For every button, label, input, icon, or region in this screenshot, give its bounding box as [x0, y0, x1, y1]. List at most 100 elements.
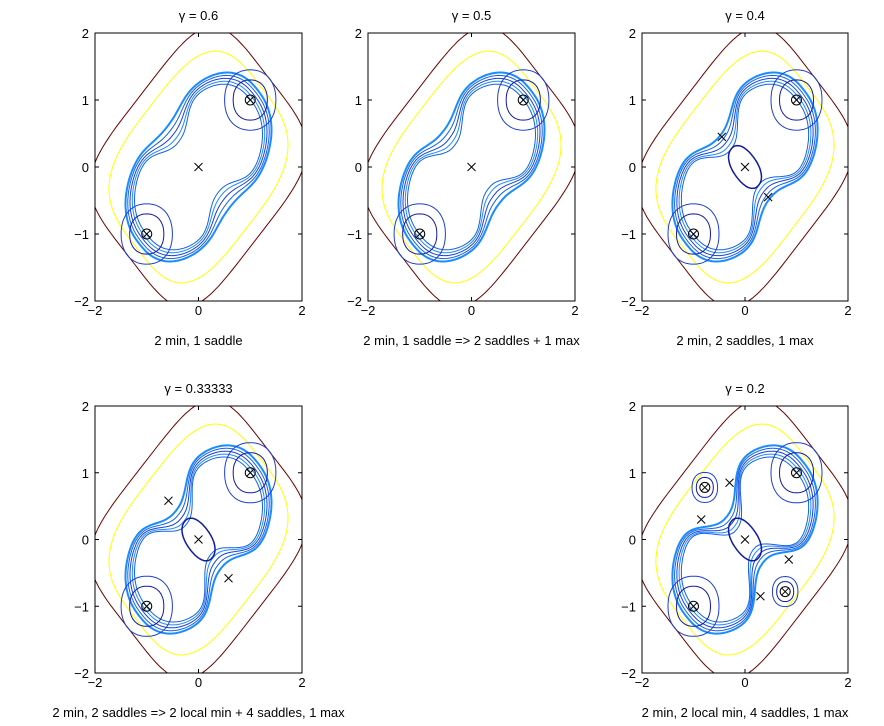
contour-min-loop — [129, 585, 165, 627]
contour-min-loop — [232, 452, 268, 494]
x-tick-label: 2 — [298, 303, 305, 318]
contour-min-loop — [667, 203, 720, 265]
contour-min-loop — [691, 471, 719, 504]
minimum-marker-cross — [246, 468, 255, 477]
panel-title: γ = 0.2 — [725, 381, 764, 396]
y-tick-label: 0 — [355, 160, 362, 175]
panel-caption: 2 min, 2 local min, 4 saddles, 1 max — [642, 705, 849, 720]
x-tick-label: 0 — [195, 303, 202, 318]
y-tick-label: 2 — [629, 26, 636, 41]
contour-group — [95, 33, 302, 301]
contour-level — [676, 450, 814, 629]
contour-level — [676, 77, 814, 257]
minimum-marker-cross — [689, 230, 698, 238]
minimum-marker — [244, 467, 256, 479]
y-tick-label: 0 — [629, 533, 636, 548]
y-tick-label: 2 — [355, 26, 362, 41]
contour-min-loop — [771, 575, 799, 608]
saddle-marker — [164, 496, 173, 506]
contour-group — [95, 406, 302, 673]
x-tick-label: 0 — [741, 303, 748, 318]
contour-level — [129, 77, 268, 257]
minimum-marker — [141, 600, 153, 612]
y-tick-label: −2 — [74, 666, 89, 681]
saddle-marker — [467, 162, 476, 172]
saddle-marker — [194, 162, 203, 172]
y-tick-label: 0 — [629, 160, 636, 175]
contour-min-loop — [393, 203, 446, 265]
y-tick-label: 0 — [82, 533, 89, 548]
contour-level — [671, 444, 819, 635]
contour-level — [127, 447, 270, 632]
contour-min-loop — [497, 69, 550, 131]
contour-level — [124, 71, 273, 263]
x-tick-label: −2 — [88, 675, 103, 690]
minimum-marker — [791, 467, 802, 479]
contour-group — [642, 406, 848, 673]
y-tick-label: 0 — [82, 160, 89, 175]
contour-min-loop — [129, 213, 165, 255]
minimum-marker-cross — [781, 587, 790, 596]
minimum-marker-cross — [142, 602, 151, 611]
minimum-marker-cross — [792, 468, 801, 477]
contour-yellow — [655, 423, 835, 656]
contour-min-loop — [667, 575, 720, 637]
y-tick-label: −2 — [74, 294, 89, 309]
y-tick-label: −1 — [74, 599, 89, 614]
y-tick-label: 1 — [629, 93, 636, 108]
x-tick-label: −2 — [635, 675, 650, 690]
panel-title: γ = 0.5 — [452, 8, 491, 23]
contour-level — [400, 74, 543, 260]
panel-1: −2 0 2 2 1 0 −1 −2 γ = 0.6 2 min, 1 saddle — [74, 8, 305, 348]
saddle-marker — [756, 591, 765, 601]
contour-level — [127, 74, 270, 260]
panel-caption: 2 min, 2 saddles => 2 local min + 4 sadd… — [52, 705, 345, 720]
contour-min-loop — [224, 69, 277, 131]
y-tick-label: 2 — [629, 399, 636, 414]
minimum-marker — [779, 586, 791, 598]
y-tick-label: −2 — [621, 666, 636, 681]
contour-group — [642, 33, 848, 301]
panel-title: γ = 0.6 — [179, 8, 218, 23]
minimum-marker — [141, 228, 153, 240]
minimum-marker-cross — [415, 230, 424, 238]
minimum-marker — [517, 94, 529, 106]
saddle-marker — [763, 192, 773, 202]
x-tick-label: −2 — [88, 303, 103, 318]
contour-level — [402, 77, 541, 257]
minimum-marker — [688, 228, 699, 240]
y-tick-label: 1 — [82, 466, 89, 481]
contour-max-loop — [181, 517, 216, 562]
contour-min-loop — [675, 585, 712, 627]
contour-min-loop — [776, 581, 795, 603]
contour-max-loop — [727, 144, 763, 190]
contour-min-loop — [120, 575, 173, 637]
contour-min-loop — [770, 69, 823, 131]
contour-min-loop — [778, 79, 815, 121]
saddle-marker — [725, 478, 734, 488]
contour-max-loop — [727, 517, 763, 562]
contour-min-loop — [120, 203, 173, 265]
contour-min-loop — [695, 476, 714, 498]
x-tick-label: −2 — [635, 303, 650, 318]
saddle-marker — [784, 555, 794, 564]
contour-yellow — [108, 423, 289, 656]
x-tick-label: 0 — [195, 675, 202, 690]
panel-5: −2 0 2 2 1 0 −1 −2 γ = 0.2 2 min, 2 local min, 4 … — [621, 381, 851, 720]
contour-level — [671, 71, 819, 263]
minimum-marker — [791, 94, 802, 106]
panel-caption: 2 min, 1 saddle => 2 saddles + 1 max — [363, 333, 580, 348]
y-tick-label: 2 — [82, 399, 89, 414]
contour-min-loop — [778, 452, 815, 494]
saddle-marker — [224, 573, 233, 583]
y-tick-label: 1 — [355, 93, 362, 108]
x-tick-label: −2 — [361, 303, 376, 318]
y-tick-label: 1 — [82, 93, 89, 108]
x-tick-label: 2 — [298, 675, 305, 690]
y-tick-label: −2 — [347, 294, 362, 309]
x-tick-label: 2 — [844, 303, 851, 318]
panel-title: γ = 0.4 — [725, 8, 764, 23]
maximum-marker — [740, 162, 750, 172]
y-tick-label: −1 — [621, 227, 636, 242]
